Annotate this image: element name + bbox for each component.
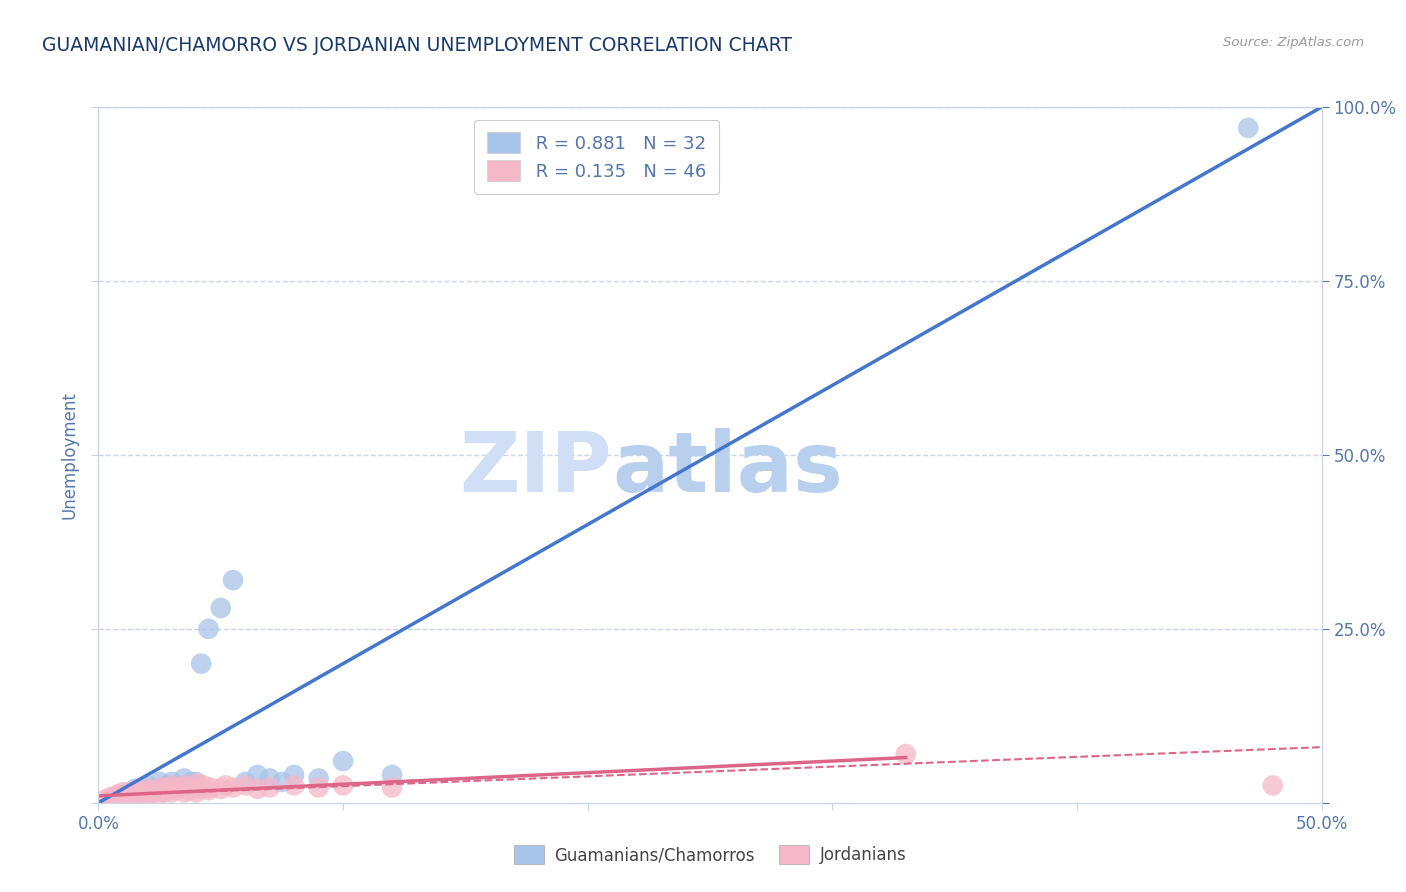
Point (131, 785, 153, 799)
Point (209, 781, 232, 796)
Text: Source: ZipAtlas.com: Source: ZipAtlas.com (1223, 36, 1364, 49)
Point (259, 780, 281, 795)
Point (197, 783, 219, 797)
Point (173, 778, 195, 792)
Point (104, 789, 127, 803)
Point (107, 788, 129, 802)
Point (233, 778, 256, 792)
Point (332, 754, 354, 768)
Point (111, 789, 134, 803)
Point (129, 789, 152, 803)
Point (100, 790, 122, 805)
Point (156, 778, 179, 792)
Point (160, 785, 183, 799)
Point (153, 785, 176, 799)
Point (180, 780, 202, 795)
Text: GUAMANIAN/CHAMORRO VS JORDANIAN UNEMPLOYMENT CORRELATION CHART: GUAMANIAN/CHAMORRO VS JORDANIAN UNEMPLOY… (42, 36, 792, 54)
Point (308, 780, 330, 795)
Point (209, 601, 232, 615)
Point (180, 775, 202, 789)
Point (166, 783, 188, 797)
Point (124, 788, 146, 802)
Point (166, 778, 188, 792)
Point (1261, 778, 1284, 792)
Point (186, 785, 208, 799)
Point (117, 785, 139, 799)
Point (136, 778, 159, 792)
Point (894, 747, 917, 761)
Y-axis label: Unemployment: Unemployment (60, 391, 79, 519)
Point (381, 780, 404, 795)
Point (381, 768, 404, 782)
Point (186, 776, 208, 790)
Point (141, 785, 163, 799)
Point (308, 772, 330, 786)
Point (136, 781, 159, 796)
Point (120, 785, 142, 799)
Point (200, 780, 222, 795)
Point (193, 778, 215, 792)
Point (117, 789, 139, 803)
Point (283, 768, 305, 782)
Point (156, 781, 179, 796)
Point (131, 785, 153, 799)
Point (111, 790, 134, 805)
Point (111, 785, 134, 799)
Point (1237, 120, 1260, 135)
Point (149, 781, 172, 796)
Point (124, 783, 146, 797)
Point (100, 792, 122, 806)
Point (177, 783, 200, 797)
Point (160, 781, 183, 796)
Point (222, 573, 245, 587)
Point (160, 775, 183, 789)
Point (283, 778, 305, 792)
Text: atlas: atlas (612, 428, 844, 509)
Point (107, 790, 129, 805)
Point (141, 785, 163, 799)
Point (190, 657, 212, 671)
Point (124, 781, 146, 796)
Point (332, 778, 354, 792)
Point (136, 781, 159, 796)
Point (186, 775, 208, 789)
Point (246, 768, 269, 782)
Legend: Guamanians/Chamorros, Jordanians: Guamanians/Chamorros, Jordanians (508, 838, 912, 871)
Point (149, 775, 172, 789)
Point (173, 785, 195, 799)
Point (197, 622, 219, 636)
Point (160, 778, 183, 792)
Point (94, 792, 117, 806)
Point (173, 772, 195, 786)
Point (233, 775, 256, 789)
Point (270, 775, 294, 789)
Point (136, 788, 159, 802)
Point (149, 788, 172, 802)
Point (167, 780, 190, 795)
Point (149, 780, 172, 795)
Point (124, 788, 146, 802)
Point (259, 772, 281, 786)
Text: ZIP: ZIP (460, 428, 612, 509)
Point (214, 778, 236, 792)
Point (143, 783, 166, 797)
Point (246, 781, 269, 796)
Point (190, 781, 212, 796)
Point (222, 780, 245, 795)
